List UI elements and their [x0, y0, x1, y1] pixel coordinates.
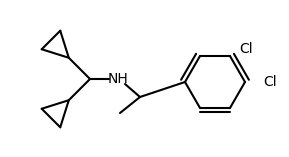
Text: Cl: Cl [239, 42, 253, 56]
Text: NH: NH [108, 72, 128, 86]
Text: Cl: Cl [263, 75, 277, 89]
